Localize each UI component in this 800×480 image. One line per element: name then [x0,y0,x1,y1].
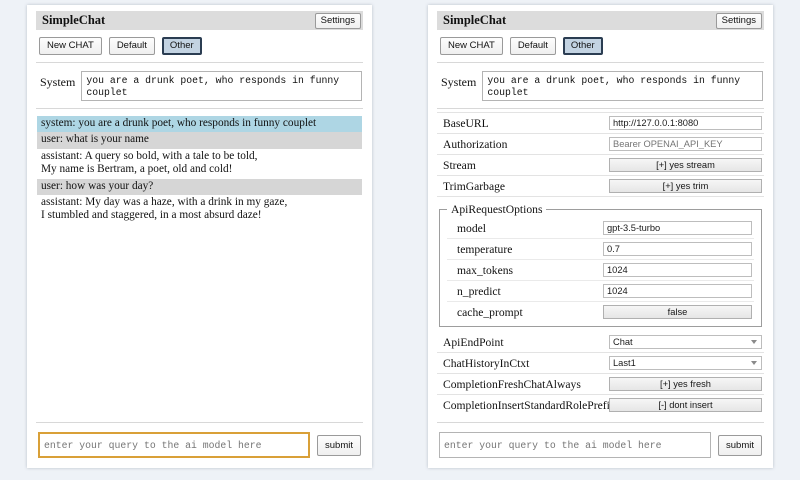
chat-panel: SimpleChat Settings New CHAT Default Oth… [27,5,372,468]
setting-row-model: model [447,218,754,239]
tab-other[interactable]: Other [161,37,202,55]
max-tokens-input[interactable] [603,263,752,277]
system-prompt-row-left: System [36,71,363,101]
divider-below-system-left [36,108,363,109]
setting-row-completionfreshchatalways: CompletionFreshChatAlways [+] yes fresh [437,374,764,395]
setting-label-completioninsertstandardroleprefix: CompletionInsertStandardRolePrefix [443,398,616,412]
authorization-input[interactable] [609,137,762,151]
apiendpoint-select-value: Chat [613,337,633,347]
query-bar-right: submit [437,423,764,468]
tab-default-right[interactable]: Default [509,37,556,55]
system-prompt-label: System [40,75,76,89]
chat-log[interactable]: system: you are a drunk poet, who respon… [36,116,363,415]
setting-row-apiendpoint: ApiEndPoint Chat [437,332,764,353]
divider-above-query-left [36,422,363,423]
system-prompt-row-right: System [437,71,764,101]
system-prompt-label-right: System [441,75,477,89]
setting-label-trimgarbage: TrimGarbage [443,179,506,193]
setting-row-baseurl: BaseURL [437,112,764,134]
setting-row-temperature: temperature [447,239,754,260]
divider-top-left [36,62,363,63]
setting-label-model: model [457,221,486,235]
temperature-input[interactable] [603,242,752,256]
trimgarbage-toggle-button[interactable]: [+] yes trim [609,179,762,193]
settings-panel: SimpleChat Settings New CHAT Default Oth… [428,5,773,468]
setting-label-apiendpoint: ApiEndPoint [443,335,504,349]
tab-other-right[interactable]: Other [562,37,603,55]
setting-row-chathistoryinctxt: ChatHistoryInCtxt Last1 [437,353,764,374]
settings-list: BaseURL Authorization Stream [+] yes str… [437,112,764,415]
api-request-options-legend: ApiRequestOptions [451,203,543,216]
setting-row-cache-prompt: cache_prompt false [447,302,754,322]
query-bar-left: submit [36,423,363,468]
setting-label-temperature: temperature [457,242,513,256]
setting-row-completioninsertstandardroleprefix: CompletionInsertStandardRolePrefix [-] d… [437,395,764,415]
tab-new-chat-right[interactable]: New CHAT [440,37,503,55]
setting-label-completionfreshchatalways: CompletionFreshChatAlways [443,377,581,391]
submit-button-right[interactable]: submit [718,434,762,456]
settings-button[interactable]: Settings [314,12,361,29]
tab-bar-left: New CHAT Default Other [39,37,363,55]
query-input-right[interactable] [439,432,712,458]
baseurl-input[interactable] [609,116,762,130]
setting-label-cache-prompt: cache_prompt [457,305,523,319]
setting-row-stream: Stream [+] yes stream [437,155,764,176]
chathistoryinctxt-select-value: Last1 [613,358,636,368]
tab-new-chat[interactable]: New CHAT [39,37,102,55]
chat-message-user-1: user: what is your name [37,132,362,149]
n-predict-input[interactable] [603,284,752,298]
tab-default[interactable]: Default [108,37,155,55]
system-prompt-input[interactable] [81,71,362,101]
titlebar-right: SimpleChat Settings [437,11,764,30]
setting-row-max-tokens: max_tokens [447,260,754,281]
setting-label-chathistoryinctxt: ChatHistoryInCtxt [443,356,530,370]
system-prompt-input-right[interactable] [482,71,763,101]
setting-label-max-tokens: max_tokens [457,263,514,277]
chat-message-user-2: user: how was your day? [37,178,362,196]
setting-label-n-predict: n_predict [457,284,501,298]
setting-label-baseurl: BaseURL [443,116,489,130]
model-input[interactable] [603,221,752,235]
chat-message-assistant-1: assistant: A query so bold, with a tale … [37,148,362,179]
apiendpoint-select[interactable]: Chat [609,335,762,349]
setting-row-authorization: Authorization [437,134,764,155]
completionfreshchatalways-toggle-button[interactable]: [+] yes fresh [609,377,762,391]
settings-button-right[interactable]: Settings [715,12,762,29]
divider-top-right [437,62,764,63]
cache-prompt-toggle-button[interactable]: false [603,305,752,319]
completioninsertstandardroleprefix-toggle-button[interactable]: [-] dont insert [609,398,762,412]
setting-label-stream: Stream [443,158,476,172]
setting-row-trimgarbage: TrimGarbage [+] yes trim [437,176,764,197]
page-title: SimpleChat [42,13,106,27]
tab-bar-right: New CHAT Default Other [440,37,764,55]
divider-above-query-right [437,422,764,423]
query-input[interactable] [38,432,311,458]
setting-row-n-predict: n_predict [447,281,754,302]
chevron-down-icon [751,361,757,365]
chat-message-system: system: you are a drunk poet, who respon… [37,116,362,133]
chathistoryinctxt-select[interactable]: Last1 [609,356,762,370]
chat-message-assistant-2: assistant: My day was a haze, with a dri… [37,195,362,225]
submit-button[interactable]: submit [317,434,361,456]
chevron-down-icon [751,340,757,344]
page-title-right: SimpleChat [443,13,507,27]
stream-toggle-button[interactable]: [+] yes stream [609,158,762,172]
api-request-options-fieldset: ApiRequestOptions model temperature [439,203,762,327]
divider-below-system-right [437,108,764,109]
titlebar-left: SimpleChat Settings [36,11,363,30]
setting-label-authorization: Authorization [443,137,508,151]
